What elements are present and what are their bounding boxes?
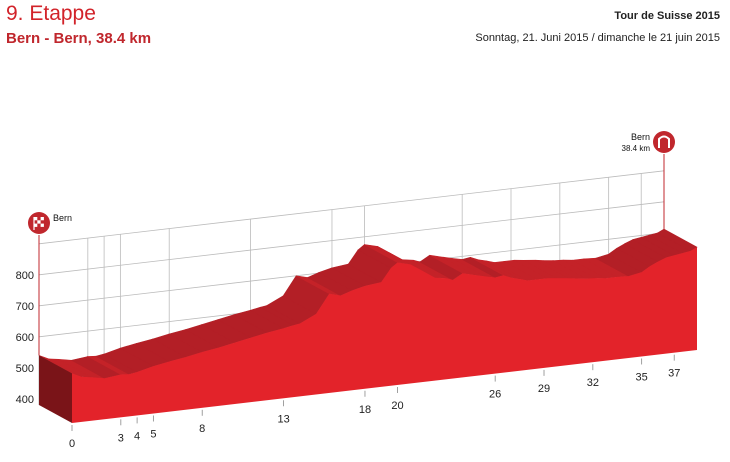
stage-route: Bern - Bern, 38.4 km xyxy=(6,30,152,47)
x-tick-label: 29 xyxy=(538,383,550,395)
y-tick-label: 500 xyxy=(16,363,34,375)
location-markers: Bern Bern 38.4 km xyxy=(28,131,675,356)
flag-square xyxy=(40,217,44,221)
y-tick-label: 800 xyxy=(16,270,34,282)
arch-glyph xyxy=(658,135,670,148)
x-tick-label: 35 xyxy=(636,371,648,383)
flag-square xyxy=(37,220,41,224)
x-tick-label: 37 xyxy=(668,368,680,380)
x-tick-label: 0 xyxy=(69,438,75,450)
profile-side-face xyxy=(39,355,72,423)
x-tick-label: 4 xyxy=(134,430,140,442)
y-tick-label: 700 xyxy=(16,301,34,313)
profile-front-face xyxy=(72,247,697,423)
elevation-profile xyxy=(38,228,698,423)
flag-glyph xyxy=(33,217,44,230)
x-tick-label: 8 xyxy=(199,423,205,435)
stage-title: 9. Etappe xyxy=(6,2,96,25)
race-name: Tour de Suisse 2015 xyxy=(614,10,720,22)
y-tick-label: 400 xyxy=(16,394,34,406)
x-tick-label: 20 xyxy=(391,400,403,412)
x-tick-label: 18 xyxy=(359,404,371,416)
x-tick-label: 13 xyxy=(277,413,289,425)
flag-square xyxy=(40,223,44,227)
flag-square xyxy=(34,217,38,221)
marker-name: Bern xyxy=(53,213,72,223)
race-date: Sonntag, 21. Juni 2015 / dimanche le 21 … xyxy=(475,32,720,44)
x-tick-label: 5 xyxy=(150,428,156,440)
marker-distance: 38.4 km xyxy=(622,144,651,153)
flag-square xyxy=(34,223,38,227)
marker-name: Bern xyxy=(631,132,650,142)
grid-line xyxy=(38,170,665,245)
x-tick-label: 3 xyxy=(118,432,124,444)
chart-axes: 400 500 600 700 800 0 3 4 5 8 13 18 20 26 29 32 35 37 xyxy=(16,270,681,450)
finish-arch-icon xyxy=(653,131,675,153)
x-tick-label: 32 xyxy=(587,377,599,389)
x-tick-label: 26 xyxy=(489,389,501,401)
y-tick-label: 600 xyxy=(16,332,34,344)
